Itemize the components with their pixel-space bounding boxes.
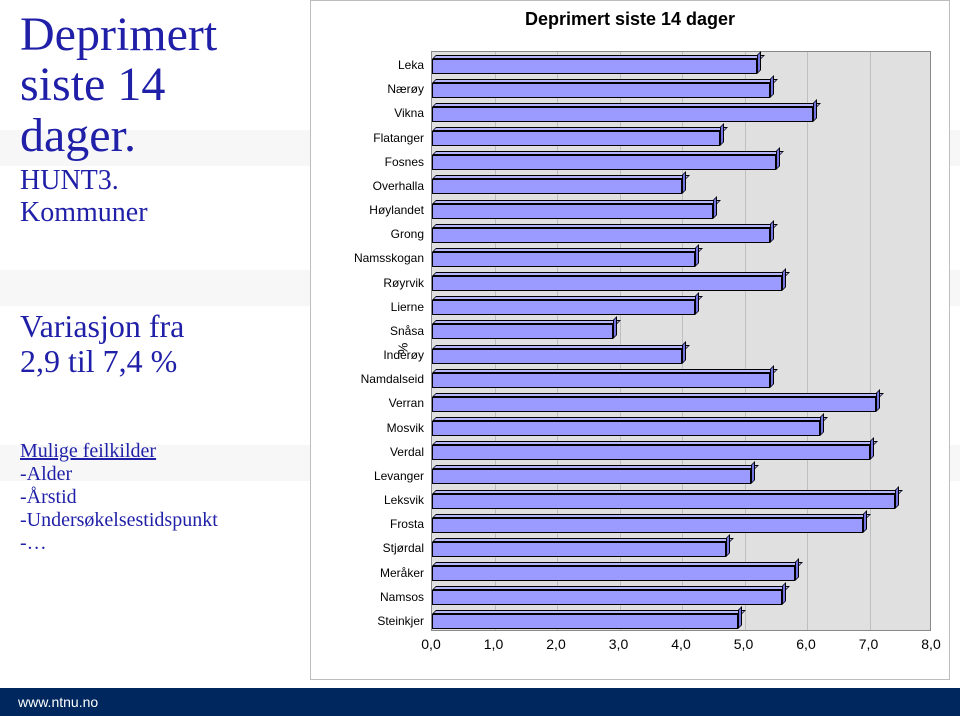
- category-label: Fosnes: [304, 155, 424, 169]
- x-tick-label: 8,0: [916, 636, 946, 652]
- category-label: Overhalla: [304, 179, 424, 193]
- sources-item: -Årstid: [20, 486, 300, 509]
- bar: [432, 155, 776, 170]
- bar: [432, 228, 770, 243]
- category-label: Stjørdal: [304, 541, 424, 555]
- bar: [432, 542, 726, 557]
- error-sources: Mulige feilkilder -Alder-Årstid-Undersøk…: [20, 440, 300, 555]
- bar: [432, 518, 863, 533]
- x-tick-label: 2,0: [541, 636, 571, 652]
- category-label: Namsskogan: [304, 251, 424, 265]
- bar: [432, 204, 713, 219]
- category-label: Steinkjer: [304, 614, 424, 628]
- category-label: Høylandet: [304, 203, 424, 217]
- slide-subtitle-2: Kommuner: [20, 197, 300, 229]
- x-tick-label: 1,0: [479, 636, 509, 652]
- category-label: Meråker: [304, 566, 424, 580]
- bar: [432, 83, 770, 98]
- sources-item: -Alder: [20, 463, 300, 486]
- category-label: Levanger: [304, 469, 424, 483]
- plot-area: [431, 51, 931, 631]
- category-label: Inderøy: [304, 348, 424, 362]
- bar: [432, 397, 876, 412]
- bar: [432, 107, 813, 122]
- bar: [432, 469, 751, 484]
- bar: [432, 445, 870, 460]
- category-label: Flatanger: [304, 131, 424, 145]
- footer-bar: www.ntnu.no: [0, 688, 960, 716]
- chart-title: Deprimert siste 14 dager: [311, 1, 949, 30]
- x-tick-label: 0,0: [416, 636, 446, 652]
- category-label: Leka: [304, 58, 424, 72]
- bar: [432, 324, 613, 339]
- sources-item: -…: [20, 532, 300, 555]
- category-label: Vikna: [304, 106, 424, 120]
- category-label: Nærøy: [304, 82, 424, 96]
- category-label: Frosta: [304, 517, 424, 531]
- category-label: Lierne: [304, 300, 424, 314]
- category-label: Snåsa: [304, 324, 424, 338]
- bar: [432, 373, 770, 388]
- category-label: Verdal: [304, 445, 424, 459]
- bar: [432, 59, 757, 74]
- x-tick-label: 6,0: [791, 636, 821, 652]
- bar: [432, 566, 795, 581]
- bar: [432, 252, 695, 267]
- category-label: Grong: [304, 227, 424, 241]
- bar: [432, 276, 782, 291]
- bar: [432, 614, 738, 629]
- footer-url: www.ntnu.no: [18, 694, 98, 710]
- sources-heading: Mulige feilkilder: [20, 440, 300, 463]
- bar: [432, 494, 895, 509]
- category-label: Mosvik: [304, 421, 424, 435]
- bar: [432, 349, 682, 364]
- variation-text: Variasjon fra2,9 til 7,4 %: [20, 309, 300, 379]
- slide-title: Deprimertsiste 14dager.: [20, 10, 300, 161]
- x-tick-label: 7,0: [854, 636, 884, 652]
- category-label: Verran: [304, 396, 424, 410]
- bar: [432, 590, 782, 605]
- category-label: Leksvik: [304, 493, 424, 507]
- bar: [432, 300, 695, 315]
- x-tick-label: 5,0: [729, 636, 759, 652]
- category-label: Namsos: [304, 590, 424, 604]
- category-label: Namdalseid: [304, 372, 424, 386]
- bar: [432, 421, 820, 436]
- sources-item: -Undersøkelsestidspunkt: [20, 509, 300, 532]
- slide-subtitle-1: HUNT3.: [20, 165, 300, 197]
- x-tick-label: 4,0: [666, 636, 696, 652]
- chart-panel: Deprimert siste 14 dager % 0,01,02,03,04…: [310, 0, 950, 680]
- x-tick-label: 3,0: [604, 636, 634, 652]
- bar: [432, 179, 682, 194]
- category-label: Røyrvik: [304, 276, 424, 290]
- bar: [432, 131, 720, 146]
